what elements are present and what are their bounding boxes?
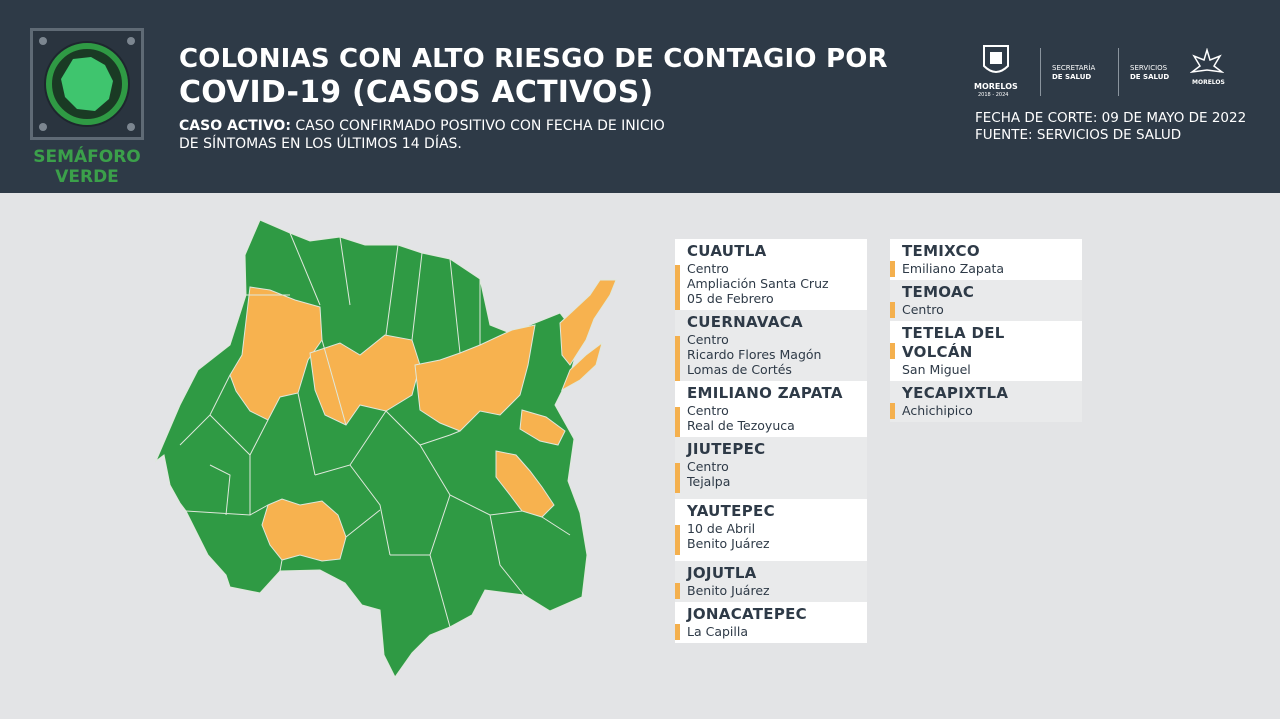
map-orange-region bbox=[495, 450, 555, 518]
title-line-2: COVID-19 (CASOS ACTIVOS) bbox=[179, 75, 654, 110]
colonia-item: Centro bbox=[687, 459, 729, 474]
municipality-card: CUERNAVACA Centro Ricardo Flores Magón L… bbox=[675, 310, 867, 382]
accent-bar bbox=[675, 336, 680, 382]
municipality-card: CUAUTLA Centro Ampliación Santa Cruz 05 … bbox=[675, 239, 867, 311]
municipality-name: EMILIANO ZAPATA bbox=[687, 384, 843, 402]
accent-bar bbox=[675, 525, 680, 555]
municipality-card: YECAPIXTLA Achichipico bbox=[890, 381, 1082, 422]
colonia-item: Centro bbox=[687, 261, 729, 276]
screw-icon bbox=[39, 123, 47, 131]
green-light-icon bbox=[44, 41, 130, 127]
map-orange-region bbox=[519, 409, 566, 446]
logos: MORELOS 2018 - 2024 SECRETARÍA DE SALUD … bbox=[970, 44, 1240, 100]
meta-info: FECHA DE CORTE: 09 DE MAYO DE 2022 FUENT… bbox=[975, 110, 1246, 144]
accent-bar bbox=[890, 403, 895, 419]
colonia-item: La Capilla bbox=[687, 624, 748, 639]
municipality-card: EMILIANO ZAPATA Centro Real de Tezoyuca bbox=[675, 381, 867, 437]
accent-bar bbox=[675, 265, 680, 311]
accent-bar bbox=[675, 624, 680, 640]
municipality-name: JONACATEPEC bbox=[687, 605, 807, 623]
accent-bar bbox=[890, 261, 895, 277]
map-borders bbox=[179, 232, 571, 628]
accent-bar bbox=[675, 583, 680, 599]
municipality-name: CUAUTLA bbox=[687, 242, 767, 260]
municipality-card: TEMOAC Centro bbox=[890, 280, 1082, 321]
municipality-card: JIUTEPEC Centro Tejalpa bbox=[675, 437, 867, 499]
servicios-line1: SERVICIOS bbox=[1130, 64, 1168, 72]
colonia-item: 10 de Abril bbox=[687, 521, 756, 536]
definition-text: CASO CONFIRMADO POSITIVO CON FECHA DE IN… bbox=[179, 118, 665, 152]
municipality-card: JONACATEPEC La Capilla bbox=[675, 602, 867, 643]
municipality-card: TEMIXCO Emiliano Zapata bbox=[890, 239, 1082, 280]
municipality-name: TETELA DEL VOLCÁN bbox=[902, 324, 1005, 361]
morelos-logo-text: MORELOS bbox=[974, 82, 1018, 91]
municipality-list-left: CUAUTLA Centro Ampliación Santa Cruz 05 … bbox=[675, 239, 867, 643]
secretaria-line2: DE SALUD bbox=[1052, 73, 1092, 81]
morelos-map bbox=[154, 219, 617, 678]
morelos-brand-text: MORELOS bbox=[1192, 79, 1225, 86]
page-title: COLONIAS CON ALTO RIESGO DE CONTAGIO POR… bbox=[179, 42, 899, 110]
map-orange-region bbox=[559, 279, 617, 366]
municipality-name: CUERNAVACA bbox=[687, 313, 803, 331]
colonia-item: Centro bbox=[687, 332, 729, 347]
colonia-item: Achichipico bbox=[902, 403, 973, 418]
header: SEMÁFORO VERDE COLONIAS CON ALTO RIESGO … bbox=[0, 0, 1280, 193]
municipality-name: JIUTEPEC bbox=[687, 440, 766, 458]
semaphore-label: SEMÁFORO VERDE bbox=[22, 147, 152, 187]
colonia-item: Ricardo Flores Magón bbox=[687, 347, 822, 362]
colonia-item: Benito Juárez bbox=[687, 536, 770, 551]
map-orange-region bbox=[261, 498, 347, 562]
map-green-region bbox=[154, 219, 588, 678]
colonia-item: San Miguel bbox=[902, 362, 971, 377]
colonia-item: Real de Tezoyuca bbox=[687, 418, 795, 433]
accent-bar bbox=[890, 302, 895, 318]
colonia-item: Centro bbox=[902, 302, 944, 317]
municipality-name: JOJUTLA bbox=[687, 564, 757, 582]
municipality-list-right: TEMIXCO Emiliano Zapata TEMOAC Centro TE… bbox=[890, 239, 1082, 422]
municipality-name: YAUTEPEC bbox=[687, 502, 775, 520]
accent-bar bbox=[675, 407, 680, 437]
municipality-card: TETELA DEL VOLCÁN San Miguel bbox=[890, 321, 1082, 381]
traffic-light-badge bbox=[30, 28, 144, 140]
definition: CASO ACTIVO: CASO CONFIRMADO POSITIVO CO… bbox=[179, 117, 679, 153]
municipality-card: JOJUTLA Benito Juárez bbox=[675, 561, 867, 602]
colonia-item: Emiliano Zapata bbox=[902, 261, 1005, 276]
accent-bar bbox=[675, 463, 680, 493]
accent-bar bbox=[890, 343, 895, 359]
map-orange-region bbox=[229, 286, 323, 421]
divider bbox=[1040, 48, 1041, 96]
colonia-item: Ampliación Santa Cruz bbox=[687, 276, 829, 291]
map-orange-region bbox=[561, 341, 603, 392]
screw-icon bbox=[39, 37, 47, 45]
morelos-shield-icon bbox=[983, 45, 1009, 73]
map-orange-region bbox=[309, 334, 421, 426]
colonia-item: Tejalpa bbox=[687, 474, 731, 489]
map-orange-region bbox=[414, 324, 536, 432]
colonia-item: 05 de Febrero bbox=[687, 291, 774, 306]
morelos-years: 2018 - 2024 bbox=[978, 92, 1009, 98]
source: FUENTE: SERVICIOS DE SALUD bbox=[975, 127, 1182, 143]
colonia-item: Benito Juárez bbox=[687, 583, 770, 598]
screw-icon bbox=[127, 37, 135, 45]
title-line-1: COLONIAS CON ALTO RIESGO DE CONTAGIO POR bbox=[179, 44, 888, 74]
municipality-name: TEMOAC bbox=[902, 283, 975, 301]
morelos-brand-icon bbox=[1190, 48, 1224, 74]
municipality-name: TEMIXCO bbox=[902, 242, 980, 260]
colonia-item: Centro bbox=[687, 403, 729, 418]
servicios-line2: DE SALUD bbox=[1130, 73, 1170, 81]
semaphore-label-line2: VERDE bbox=[55, 167, 119, 187]
colonia-item: Lomas de Cortés bbox=[687, 362, 792, 377]
definition-term: CASO ACTIVO: bbox=[179, 118, 291, 134]
secretaria-line1: SECRETARÍA bbox=[1052, 64, 1096, 72]
municipality-card: YAUTEPEC 10 de Abril Benito Juárez bbox=[675, 499, 867, 561]
screw-icon bbox=[127, 123, 135, 131]
semaphore-label-line1: SEMÁFORO bbox=[33, 147, 141, 167]
municipality-name: YECAPIXTLA bbox=[902, 384, 1009, 402]
divider bbox=[1118, 48, 1119, 96]
cutoff-date: FECHA DE CORTE: 09 DE MAYO DE 2022 bbox=[975, 110, 1247, 126]
